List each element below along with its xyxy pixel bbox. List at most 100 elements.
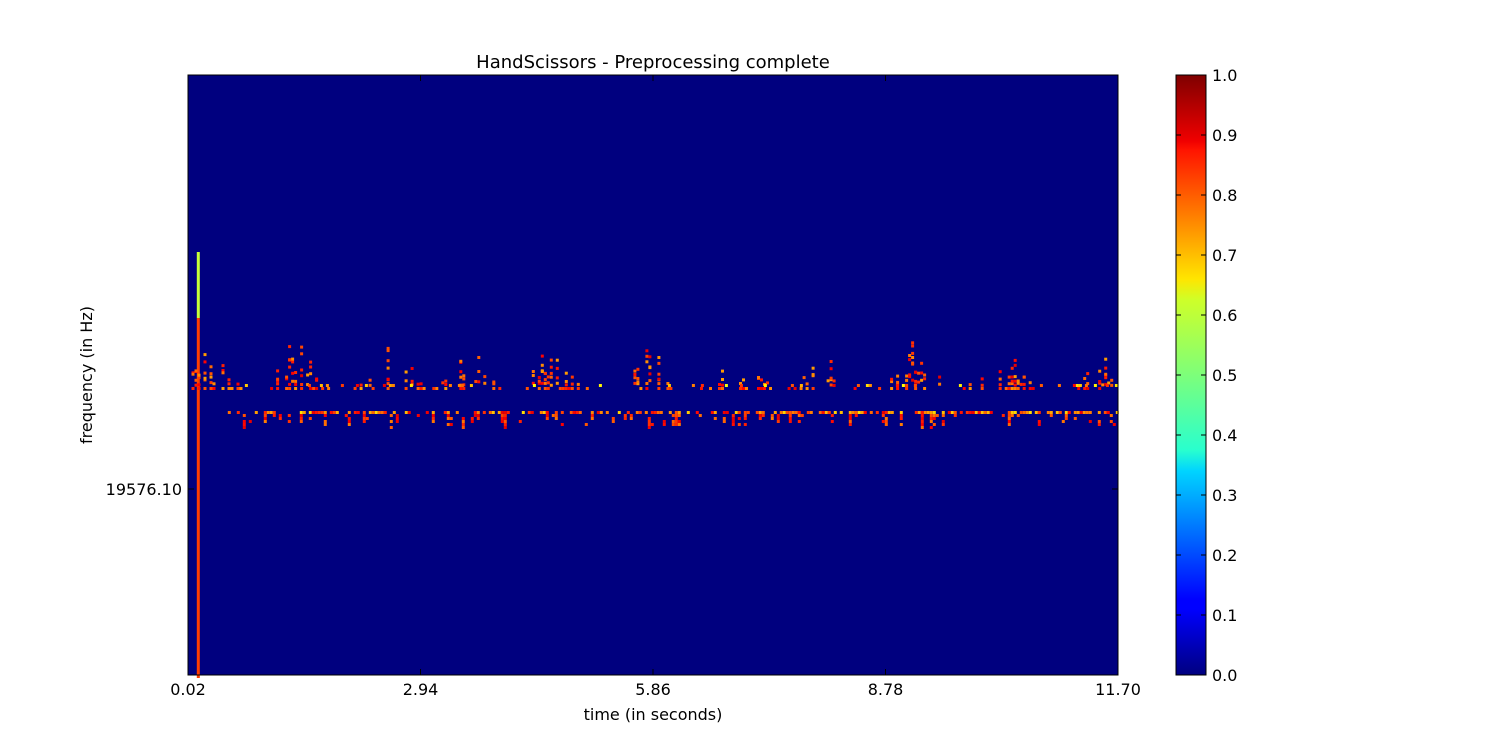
heatmap-cell <box>196 585 200 588</box>
heatmap-cell <box>196 324 200 327</box>
heatmap-cell <box>395 417 399 420</box>
heatmap-cell <box>1057 384 1061 387</box>
heatmap-cell <box>558 387 562 390</box>
heatmap-cell <box>1058 411 1062 414</box>
heatmap-cell <box>285 387 289 390</box>
heatmap-cell <box>572 411 576 414</box>
heatmap-cell <box>797 411 801 414</box>
heatmap-cell <box>953 411 957 414</box>
heatmap-cell <box>1088 411 1092 414</box>
heatmap-cell <box>923 377 927 381</box>
heatmap-cell <box>923 411 927 414</box>
heatmap-cell <box>829 360 833 363</box>
heatmap-cell <box>551 414 555 417</box>
heatmap-cell <box>196 552 200 555</box>
colorbar-tick-label: 0.8 <box>1212 186 1237 205</box>
heatmap-cell <box>197 387 201 390</box>
heatmap-cell <box>832 379 836 383</box>
heatmap-cell <box>848 414 852 417</box>
heatmap-cell <box>196 294 200 297</box>
heatmap-cell <box>700 384 704 387</box>
heatmap-cell <box>196 336 200 339</box>
heatmap-cell <box>329 411 333 414</box>
heatmap-cell <box>853 387 857 390</box>
heatmap-cell <box>196 315 200 318</box>
heatmap-cell <box>196 540 200 543</box>
heatmap-cell <box>308 417 312 420</box>
heatmap-cell <box>431 411 435 414</box>
heatmap-cell <box>998 383 1002 387</box>
heatmap-cell <box>196 474 200 477</box>
heatmap-cell <box>263 417 267 420</box>
heatmap-cell <box>757 387 760 390</box>
heatmap-cell <box>196 411 200 414</box>
heatmap-cell <box>386 346 390 350</box>
heatmap-cell <box>196 507 200 510</box>
heatmap-cell <box>196 354 200 357</box>
heatmap-cell <box>590 417 594 420</box>
heatmap-cell <box>196 486 200 489</box>
heatmap-cell <box>875 411 879 414</box>
heatmap-cell <box>797 414 801 417</box>
heatmap-cell <box>446 411 450 414</box>
heatmap-cell <box>470 420 474 423</box>
heatmap-cell <box>1046 411 1050 414</box>
heatmap-cell <box>242 426 246 429</box>
heatmap-cell <box>929 417 933 420</box>
heatmap-cell <box>713 411 717 414</box>
heatmap-cell <box>364 384 368 387</box>
heatmap-cell <box>443 411 447 414</box>
heatmap-cell <box>829 367 833 371</box>
heatmap-cell <box>1110 378 1114 382</box>
heatmap-cell <box>446 417 450 420</box>
heatmap-cell <box>462 387 466 390</box>
heatmap-cell <box>196 282 200 285</box>
heatmap-cell <box>196 468 200 471</box>
heatmap-cell <box>722 417 726 420</box>
heatmap-cell <box>537 379 541 383</box>
heatmap-cell <box>710 411 714 414</box>
colorbar: 0.0 0.1 0.2 0.3 0.4 0.5 0.6 0.7 0.8 0.9 1.0 <box>1175 66 1237 685</box>
heatmap-cell <box>212 387 216 390</box>
heatmap-cell <box>745 387 748 390</box>
heatmap-cell <box>869 411 873 414</box>
heatmap-cell <box>391 384 395 387</box>
heatmap-cell <box>657 382 661 386</box>
heatmap-cell <box>306 383 310 387</box>
heatmap-cell <box>196 276 200 279</box>
heatmap-cell <box>635 411 639 414</box>
heatmap-cell <box>1105 384 1109 387</box>
heatmap-cell <box>196 570 200 573</box>
heatmap-cell <box>980 377 984 381</box>
heatmap-cell <box>491 411 495 414</box>
heatmap-cell <box>196 537 200 540</box>
heatmap-cell <box>371 411 375 414</box>
heatmap-cell <box>1025 411 1029 414</box>
heatmap-cell <box>307 384 311 387</box>
heatmap-cell <box>294 383 298 386</box>
heatmap-cell <box>1039 384 1043 387</box>
heatmap-cell <box>636 377 640 380</box>
heatmap-cell <box>674 423 678 426</box>
heatmap-cell <box>327 387 331 390</box>
heatmap-cell <box>856 384 860 387</box>
heatmap-cell <box>380 411 384 414</box>
heatmap-cell <box>386 366 390 370</box>
heatmap-cell <box>291 360 295 364</box>
heatmap-cell <box>477 370 481 373</box>
heatmap-cell <box>633 373 637 376</box>
heatmap-cell <box>722 420 726 423</box>
heatmap-cell <box>227 387 231 390</box>
heatmap-cell <box>1104 376 1108 380</box>
heatmap-cell <box>788 414 792 417</box>
heatmap-cell <box>196 261 200 264</box>
heatmap-cell <box>1049 414 1053 417</box>
heatmap-cell <box>1013 375 1017 379</box>
heatmap-cell <box>317 411 321 414</box>
heatmap-cell <box>196 390 200 393</box>
heatmap-cell <box>761 414 765 417</box>
heatmap-cell <box>196 615 200 618</box>
heatmap-cell <box>739 382 742 385</box>
colorbar-tick-label: 0.6 <box>1212 306 1237 325</box>
heatmap-cell <box>1010 387 1014 390</box>
